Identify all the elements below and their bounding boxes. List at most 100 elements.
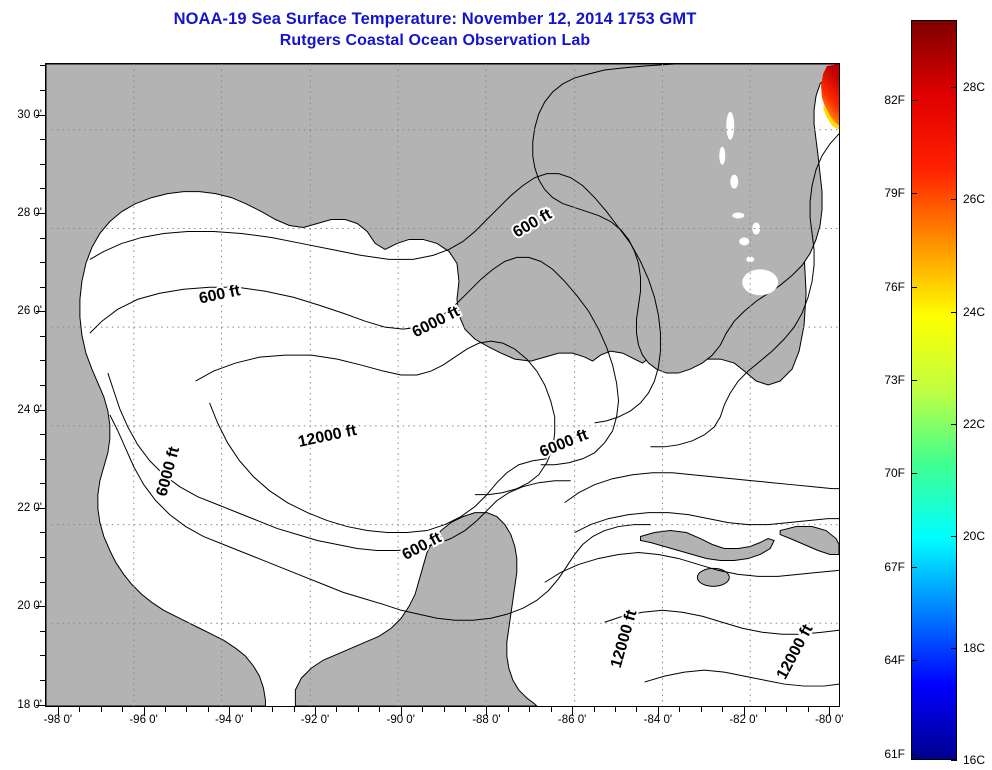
y-tick-minor bbox=[40, 557, 45, 559]
y-tick-minor bbox=[40, 139, 45, 141]
x-tick-minor bbox=[336, 707, 338, 712]
y-tick-label: 18 0' bbox=[17, 698, 42, 711]
y-tick-minor bbox=[40, 90, 45, 92]
x-tick-major bbox=[229, 707, 231, 716]
y-tick-minor bbox=[40, 532, 45, 534]
colorbar-label-fahrenheit: 76F bbox=[884, 279, 905, 294]
x-tick-minor bbox=[165, 707, 166, 712]
colorbar-label-celsius: 28C bbox=[963, 80, 986, 95]
x-tick-major bbox=[743, 707, 745, 716]
x-tick-minor bbox=[293, 707, 295, 712]
x-tick-minor bbox=[100, 707, 102, 712]
contour-12000ft bbox=[195, 340, 556, 496]
colorbar-tick bbox=[951, 87, 957, 89]
x-tick-label: -98 0' bbox=[43, 714, 73, 726]
y-tick-minor bbox=[40, 335, 45, 337]
map-plot-area[interactable]: 600 ft 600 ft 600 ft 600 ft 6000 ft 6000 ft 60… bbox=[45, 63, 840, 707]
y-tick-minor bbox=[40, 262, 45, 264]
land-florida bbox=[532, 64, 839, 374]
temperature-colorbar[interactable] bbox=[911, 20, 957, 760]
contour-600ft bbox=[89, 173, 661, 424]
title-line-2: Rutgers Coastal Ocean Observation Lab bbox=[279, 32, 591, 49]
x-tick-minor bbox=[722, 707, 724, 712]
colorbar-tick bbox=[951, 760, 957, 761]
x-tick-minor bbox=[765, 707, 766, 712]
colorbar-label-fahrenheit: 67F bbox=[884, 559, 905, 574]
y-tick-minor bbox=[40, 483, 45, 485]
x-tick-label: -96 0' bbox=[129, 714, 158, 726]
colorbar-tick bbox=[951, 535, 957, 537]
x-tick-minor bbox=[807, 707, 809, 712]
y-axis-labels: 30 0' 28 0' 26 0' 24 0' 22 0' 20 0' 18 0' bbox=[0, 0, 42, 770]
sst-data-patch bbox=[821, 64, 839, 126]
x-tick-minor bbox=[186, 707, 188, 712]
x-tick-minor bbox=[465, 707, 466, 712]
x-tick-minor bbox=[422, 707, 424, 712]
x-tick-minor bbox=[550, 707, 552, 712]
x-tick-minor bbox=[529, 707, 531, 712]
x-tick-major bbox=[657, 707, 659, 716]
y-tick-label: 28 0' bbox=[17, 206, 42, 219]
x-tick-label: -90 0' bbox=[386, 714, 415, 726]
colorbar-tick bbox=[911, 99, 917, 101]
x-tick-major bbox=[572, 707, 574, 716]
y-tick-major bbox=[36, 606, 45, 608]
colorbar-tick bbox=[911, 473, 917, 475]
colorbar-label-fahrenheit: 73F bbox=[884, 373, 905, 388]
colorbar-label-celsius: 16C bbox=[963, 753, 986, 767]
x-tick-minor bbox=[443, 707, 445, 712]
x-tick-label: -84 0' bbox=[643, 714, 673, 726]
x-tick-label: -82 0' bbox=[729, 714, 758, 726]
x-tick-minor bbox=[786, 707, 788, 712]
colorbar-label-celsius: 22C bbox=[963, 416, 986, 431]
contour-caribbean-e bbox=[644, 669, 839, 687]
colorbar-label-celsius: 18C bbox=[963, 640, 986, 655]
y-tick-major bbox=[36, 409, 45, 411]
inland-lake bbox=[730, 174, 739, 189]
land-cuba bbox=[640, 530, 775, 561]
x-axis-labels: -98 0' -96 0' -94 0' -92 0' -90 0' -88 0' -86 … bbox=[0, 714, 992, 736]
inland-lake bbox=[732, 212, 745, 219]
contour-600ft-b bbox=[109, 414, 651, 621]
colorbar-label-fahrenheit: 64F bbox=[884, 653, 905, 668]
x-tick-minor bbox=[507, 707, 509, 712]
y-tick-minor bbox=[40, 458, 45, 460]
x-tick-minor bbox=[272, 707, 274, 712]
y-tick-label: 24 0' bbox=[17, 403, 42, 416]
y-tick-major bbox=[36, 704, 45, 706]
x-tick-minor bbox=[357, 707, 359, 712]
colorbar-tick bbox=[911, 660, 917, 662]
lake-okeechobee bbox=[742, 269, 779, 296]
x-tick-minor bbox=[615, 707, 616, 712]
colorbar-label-fahrenheit: 82F bbox=[884, 92, 905, 107]
colorbar-label-fahrenheit: 70F bbox=[884, 466, 905, 481]
y-tick-major bbox=[36, 507, 45, 509]
y-tick-major bbox=[36, 114, 45, 116]
x-tick-minor bbox=[700, 707, 702, 712]
y-tick-label: 30 0' bbox=[17, 108, 42, 121]
contour-caribbean-a bbox=[564, 472, 839, 504]
colorbar-tick bbox=[951, 199, 957, 201]
inland-lake bbox=[719, 146, 726, 165]
y-tick-label: 22 0' bbox=[17, 501, 42, 514]
x-tick-major bbox=[829, 707, 831, 716]
colorbar-label-celsius: 26C bbox=[963, 192, 986, 207]
inland-lake bbox=[752, 222, 761, 235]
colorbar-tick bbox=[911, 193, 917, 195]
x-tick-label: -92 0' bbox=[300, 714, 330, 726]
x-tick-label: -86 0' bbox=[557, 714, 587, 726]
x-tick-minor bbox=[250, 707, 252, 712]
colorbar-label-celsius: 24C bbox=[963, 304, 986, 319]
x-tick-label: -80 0' bbox=[815, 714, 844, 726]
colorbar-tick bbox=[911, 566, 917, 568]
y-tick-minor bbox=[40, 188, 45, 190]
y-tick-minor bbox=[40, 385, 45, 386]
y-tick-major bbox=[36, 212, 45, 214]
y-tick-minor bbox=[40, 286, 45, 288]
y-tick-major bbox=[36, 311, 45, 313]
y-tick-minor bbox=[40, 434, 45, 436]
x-tick-label: -94 0' bbox=[215, 714, 244, 726]
contour-caribbean-d bbox=[604, 609, 839, 635]
y-tick-minor bbox=[40, 679, 45, 681]
y-tick-minor bbox=[40, 630, 45, 632]
